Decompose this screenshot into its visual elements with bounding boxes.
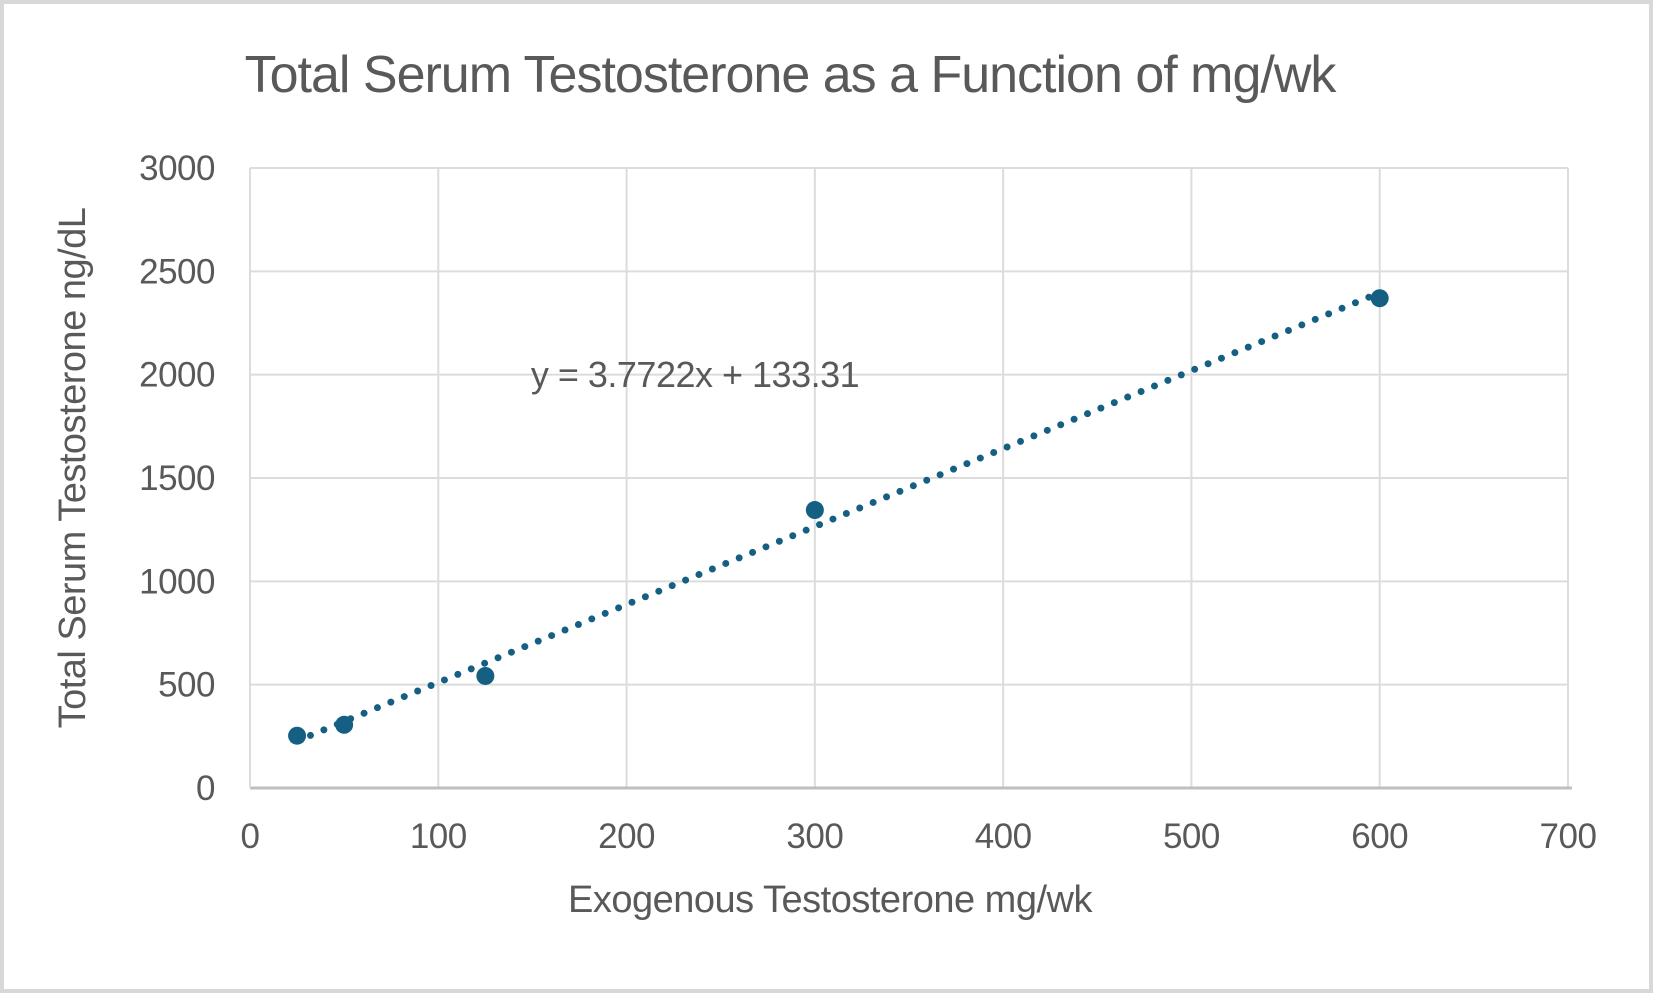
x-tick-label: 700 — [1540, 817, 1597, 856]
y-tick-label: 1500 — [139, 459, 215, 498]
x-tick-label: 300 — [786, 817, 843, 856]
chart-title[interactable]: Total Serum Testosterone as a Function o… — [245, 46, 1339, 104]
x-tick-label: 500 — [1163, 817, 1220, 856]
y-tick-label: 3000 — [139, 149, 215, 188]
x-axis-title[interactable]: Exogenous Testosterone mg/wk — [568, 879, 1094, 921]
y-axis-tick-labels: 0 500 1000 1500 2000 2500 3000 — [139, 149, 215, 808]
x-tick-label: 200 — [598, 817, 655, 856]
axis-lines — [249, 168, 1572, 790]
x-tick-label: 400 — [975, 817, 1032, 856]
y-tick-label: 2000 — [139, 356, 215, 395]
data-point-marker[interactable] — [805, 501, 824, 520]
y-tick-label: 1000 — [139, 562, 215, 601]
x-axis-tick-labels: 0 100 200 300 400 500 600 700 — [241, 817, 1597, 856]
data-point-marker[interactable] — [476, 666, 495, 685]
y-axis-title[interactable]: Total Serum Testosterone ng/dL — [52, 208, 94, 729]
trendline-equation-label[interactable]: y = 3.7722x + 133.31 — [531, 354, 860, 395]
y-tick-label: 2500 — [139, 252, 215, 291]
scatter-chart: 0 100 200 300 400 500 600 700 0 500 1000 1500 2000 2… — [52, 46, 1597, 921]
y-tick-label: 500 — [158, 666, 215, 705]
data-point-marker[interactable] — [288, 726, 307, 745]
x-tick-label: 100 — [410, 817, 467, 856]
x-tick-label: 600 — [1351, 817, 1408, 856]
data-point-marker[interactable] — [1370, 289, 1389, 308]
data-point-marker[interactable] — [335, 715, 354, 734]
x-tick-label: 0 — [241, 817, 260, 856]
gridlines — [249, 167, 1569, 789]
data-points-group — [288, 289, 1389, 745]
y-tick-label: 0 — [196, 769, 215, 808]
